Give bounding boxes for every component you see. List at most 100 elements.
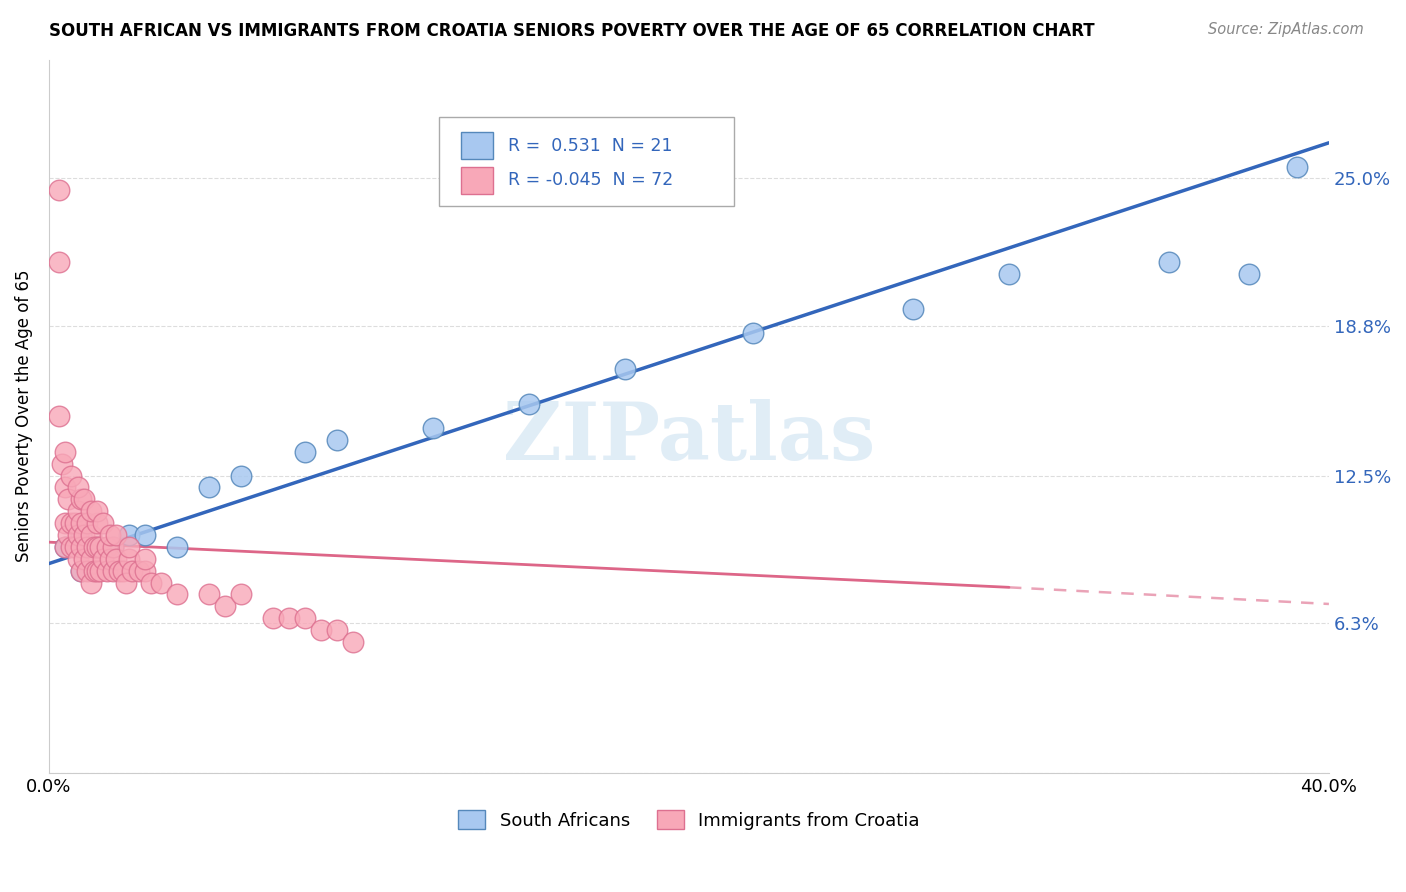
Text: R =  0.531  N = 21: R = 0.531 N = 21 — [509, 136, 673, 155]
Point — [73, 551, 96, 566]
Point — [51, 457, 73, 471]
Point — [1237, 267, 1260, 281]
Point — [76, 516, 98, 530]
Point — [134, 528, 156, 542]
Point — [56, 528, 79, 542]
Point — [742, 326, 765, 340]
Point — [326, 623, 349, 637]
Point — [93, 551, 115, 566]
Point — [166, 587, 188, 601]
Point — [1285, 160, 1308, 174]
Point — [83, 564, 105, 578]
Point — [79, 575, 101, 590]
Point — [901, 302, 924, 317]
Point — [48, 409, 70, 424]
Point — [101, 540, 124, 554]
Point — [79, 551, 101, 566]
Text: Source: ZipAtlas.com: Source: ZipAtlas.com — [1208, 22, 1364, 37]
Point — [73, 528, 96, 542]
Point — [48, 183, 70, 197]
Point — [86, 564, 108, 578]
Point — [309, 623, 332, 637]
Point — [134, 551, 156, 566]
Point — [278, 611, 301, 625]
Point — [105, 551, 128, 566]
Point — [98, 551, 121, 566]
FancyBboxPatch shape — [439, 117, 734, 206]
Point — [101, 564, 124, 578]
Point — [517, 397, 540, 411]
Point — [105, 528, 128, 542]
Point — [149, 575, 172, 590]
Point — [48, 254, 70, 268]
Point — [229, 587, 252, 601]
Text: SOUTH AFRICAN VS IMMIGRANTS FROM CROATIA SENIORS POVERTY OVER THE AGE OF 65 CORR: SOUTH AFRICAN VS IMMIGRANTS FROM CROATIA… — [49, 22, 1095, 40]
Text: ZIPatlas: ZIPatlas — [503, 399, 875, 476]
Point — [166, 540, 188, 554]
Point — [53, 540, 76, 554]
Point — [422, 421, 444, 435]
Point — [70, 492, 93, 507]
Point — [214, 599, 236, 614]
Point — [998, 267, 1021, 281]
Point — [76, 540, 98, 554]
Point — [86, 516, 108, 530]
Point — [86, 540, 108, 554]
Point — [89, 564, 111, 578]
Point — [89, 540, 111, 554]
Point — [1157, 254, 1180, 268]
Point — [86, 504, 108, 518]
Point — [70, 564, 93, 578]
Bar — [461, 167, 494, 194]
Point — [63, 540, 86, 554]
Point — [118, 551, 141, 566]
Point — [73, 492, 96, 507]
Point — [83, 540, 105, 554]
Point — [79, 528, 101, 542]
Point — [96, 564, 118, 578]
Point — [118, 540, 141, 554]
Point — [114, 575, 136, 590]
Point — [326, 433, 349, 447]
Point — [294, 611, 316, 625]
Point — [118, 528, 141, 542]
Point — [70, 564, 93, 578]
Point — [60, 516, 83, 530]
Point — [111, 564, 134, 578]
Point — [79, 504, 101, 518]
Point — [66, 551, 89, 566]
Point — [141, 575, 163, 590]
Point — [60, 468, 83, 483]
Point — [63, 516, 86, 530]
Point — [56, 492, 79, 507]
Point — [229, 468, 252, 483]
Point — [294, 445, 316, 459]
Point — [66, 481, 89, 495]
Y-axis label: Seniors Poverty Over the Age of 65: Seniors Poverty Over the Age of 65 — [15, 270, 32, 563]
Point — [342, 635, 364, 649]
Point — [134, 564, 156, 578]
Point — [53, 445, 76, 459]
Point — [70, 528, 93, 542]
Point — [98, 528, 121, 542]
Point — [101, 540, 124, 554]
Point — [613, 361, 636, 376]
Point — [93, 516, 115, 530]
Point — [198, 587, 221, 601]
Point — [53, 540, 76, 554]
Point — [96, 540, 118, 554]
Point — [70, 540, 93, 554]
Point — [108, 564, 131, 578]
Point — [70, 516, 93, 530]
Point — [66, 528, 89, 542]
Point — [66, 504, 89, 518]
Point — [86, 540, 108, 554]
Point — [76, 564, 98, 578]
Point — [262, 611, 284, 625]
Point — [60, 540, 83, 554]
Point — [198, 481, 221, 495]
Point — [128, 564, 150, 578]
Bar — [461, 132, 494, 160]
Point — [53, 516, 76, 530]
Point — [53, 481, 76, 495]
